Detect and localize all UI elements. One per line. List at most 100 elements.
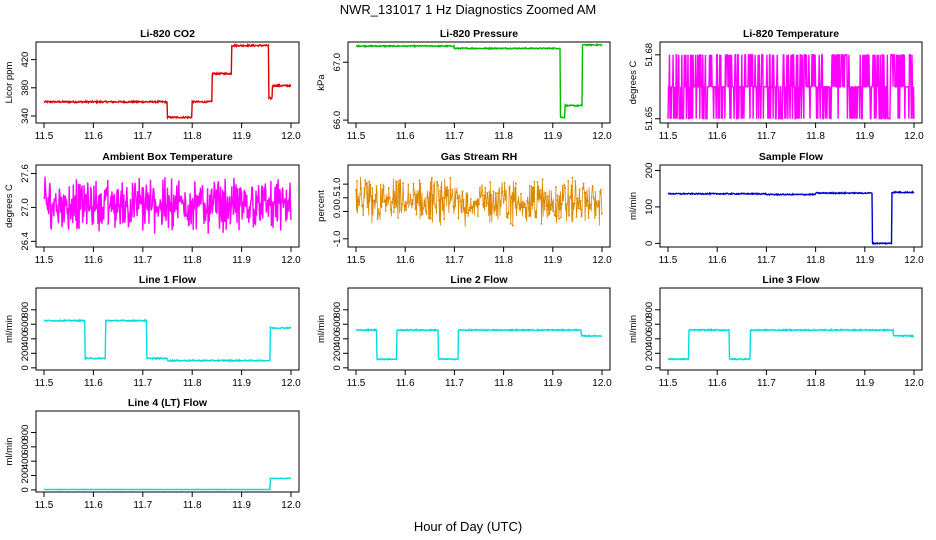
- y-tick-label: 400: [20, 331, 31, 347]
- x-tick-label: 11.5: [659, 255, 678, 266]
- x-tick-label: 11.9: [855, 131, 874, 142]
- y-tick-label: 0: [20, 487, 31, 492]
- series-line: [44, 477, 291, 491]
- x-tick-label: 12.0: [281, 500, 301, 511]
- panel-2: Li-820 Pressure 11.5 11.6 11.7 11.8 11.9 12.0 6…: [316, 28, 612, 142]
- x-tick-label: 12.0: [281, 255, 301, 266]
- y-tick-label: 400: [20, 453, 31, 469]
- x-tick-label: 11.6: [84, 131, 103, 142]
- x-tick-label: 11.7: [133, 131, 152, 142]
- plot-frame: [347, 41, 611, 124]
- x-tick-label: 11.5: [35, 255, 54, 266]
- y-axis-label: ml/min: [316, 315, 327, 343]
- panel-3: Li-820 Temperature 11.5 11.6 11.7 11.8 11.9 12…: [628, 28, 924, 142]
- x-tick-label: 12.0: [281, 378, 301, 389]
- y-tick-label: 0: [20, 365, 31, 370]
- y-axis-label: ml/min: [628, 192, 639, 220]
- x-tick-label: 11.7: [757, 255, 776, 266]
- y-axis-label: Licor ppm: [4, 62, 15, 104]
- x-tick-label: 11.8: [183, 378, 202, 389]
- series-points: [355, 176, 603, 227]
- plot-frame: [659, 287, 923, 371]
- x-tick-label: 11.6: [84, 255, 103, 266]
- x-tick-label: 11.5: [35, 378, 54, 389]
- y-tick-label: 27.6: [20, 164, 31, 183]
- figure-title: NWR_131017 1 Hz Diagnostics Zoomed AM: [340, 2, 597, 17]
- panel-1: Li-820 CO2 11.5 11.6 11.7 11.8 11.9 12.0 340 380…: [4, 28, 301, 142]
- y-tick-label: 340: [20, 108, 31, 124]
- x-tick-label: 11.9: [232, 378, 251, 389]
- x-tick-label: 11.9: [543, 378, 562, 389]
- x-tick-label: 11.8: [494, 255, 513, 266]
- panel-title: Li-820 Temperature: [743, 28, 839, 40]
- plot-frame: [35, 410, 300, 493]
- plot-frame: [35, 287, 300, 371]
- panel-title: Line 3 Flow: [762, 274, 820, 286]
- x-tick-label: 11.8: [183, 255, 202, 266]
- x-tick-label: 11.9: [232, 500, 251, 511]
- y-tick-label: 400: [332, 331, 343, 347]
- panel-4: Ambient Box Temperature 11.5 11.6 11.7 11.8 1…: [4, 151, 301, 266]
- y-tick-label: 100: [644, 199, 655, 215]
- y-tick-label: 400: [644, 331, 655, 347]
- y-tick-label: 0: [644, 365, 655, 370]
- y-axis-label: degrees C: [4, 184, 15, 228]
- plot-frame: [659, 41, 923, 124]
- y-axis-label: ml/min: [4, 315, 15, 343]
- y-tick-label: 600: [644, 316, 655, 332]
- y-axis-label: ml/min: [4, 438, 15, 466]
- panel-title: Gas Stream RH: [441, 151, 517, 163]
- y-tick-label: -1.0: [332, 231, 343, 247]
- plot-frame: [659, 164, 923, 248]
- plot-frame: [347, 287, 611, 371]
- panel-title: Line 1 Flow: [139, 274, 197, 286]
- x-tick-label: 12.0: [592, 131, 612, 142]
- y-tick-label: 51.68: [644, 43, 655, 67]
- x-tick-label: 11.9: [232, 255, 251, 266]
- x-tick-label: 11.6: [84, 500, 103, 511]
- y-tick-label: 0: [644, 241, 655, 246]
- y-tick-label: 0.0: [332, 205, 343, 218]
- series-line: [667, 54, 915, 120]
- series-line: [43, 42, 292, 121]
- x-tick-label: 11.8: [494, 131, 513, 142]
- x-tick-label: 11.7: [133, 500, 152, 511]
- panel-title: Li-820 CO2: [140, 28, 195, 40]
- x-tick-label: 11.5: [659, 378, 678, 389]
- x-tick-label: 11.9: [543, 255, 562, 266]
- y-tick-label: 380: [20, 80, 31, 96]
- y-tick-label: 26.4: [20, 232, 31, 251]
- panel-8: Line 2 Flow 11.5 11.6 11.7 11.8 11.9 12.0 0 2004…: [316, 274, 612, 389]
- x-tick-label: 11.6: [396, 378, 415, 389]
- x-tick-label: 11.6: [708, 378, 727, 389]
- x-tick-label: 12.0: [281, 131, 301, 142]
- panel-title: Ambient Box Temperature: [102, 151, 233, 163]
- x-tick-label: 11.6: [708, 255, 727, 266]
- series-line: [355, 42, 603, 120]
- y-tick-label: 51.65: [644, 107, 655, 131]
- y-tick-label: 0.5: [332, 191, 343, 204]
- x-tick-label: 12.0: [904, 378, 924, 389]
- y-tick-label: 0: [332, 365, 343, 370]
- series-line: [355, 176, 603, 227]
- series-line: [355, 327, 603, 361]
- y-tick-label: 200: [20, 345, 31, 361]
- x-tick-label: 12.0: [592, 255, 612, 266]
- x-tick-label: 11.8: [183, 131, 202, 142]
- x-tick-label: 11.6: [396, 131, 415, 142]
- x-tick-label: 11.6: [708, 131, 727, 142]
- figure-xlabel: Hour of Day (UTC): [414, 519, 522, 534]
- y-tick-label: 200: [644, 163, 655, 179]
- y-tick-label: 66.0: [332, 111, 343, 130]
- x-tick-label: 11.7: [133, 378, 152, 389]
- x-tick-label: 11.8: [494, 378, 513, 389]
- x-tick-label: 11.7: [757, 378, 776, 389]
- y-tick-label: 800: [644, 302, 655, 318]
- plot-frame: [35, 41, 300, 124]
- panel-9: Line 3 Flow 11.5 11.6 11.7 11.8 11.9 12.0 0 2004…: [628, 274, 924, 389]
- x-tick-label: 11.7: [445, 378, 464, 389]
- y-tick-label: 420: [20, 52, 31, 68]
- x-tick-label: 12.0: [592, 378, 612, 389]
- x-tick-label: 11.5: [35, 131, 54, 142]
